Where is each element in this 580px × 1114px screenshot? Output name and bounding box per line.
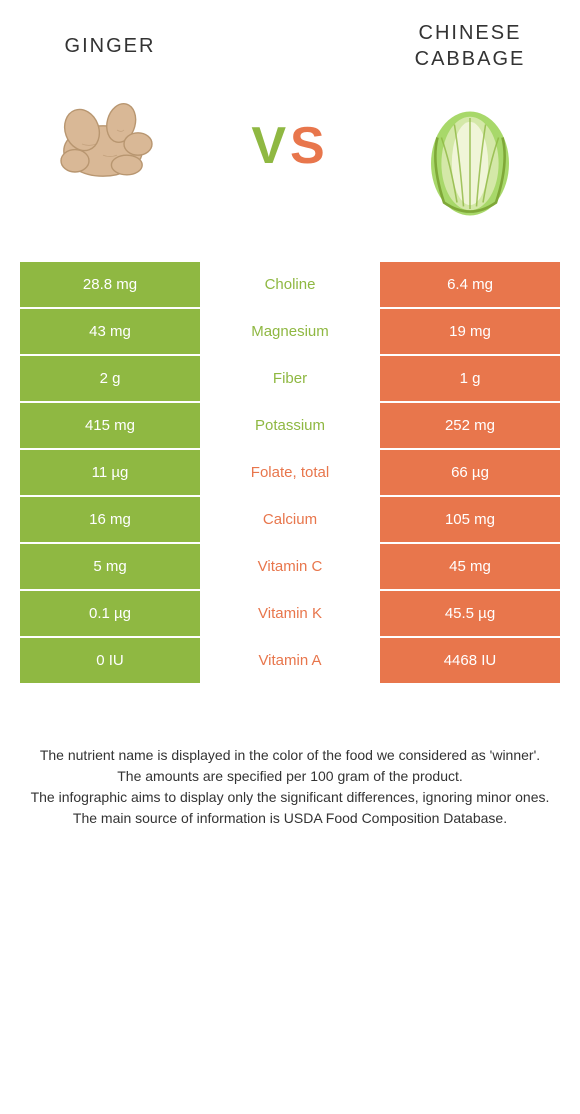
right-food-column: CHINESE CABBAGE (370, 20, 570, 232)
nutrient-row: 2 gFiber1 g (20, 356, 560, 403)
right-value-cell: 252 mg (380, 403, 560, 450)
left-value-cell: 5 mg (20, 544, 200, 591)
comparison-header: GINGER VS (0, 0, 580, 242)
left-value-cell: 2 g (20, 356, 200, 403)
left-food-title: GINGER (10, 33, 210, 59)
footer-notes: The nutrient name is displayed in the co… (0, 745, 580, 829)
nutrient-comparison-table: 28.8 mgCholine6.4 mg43 mgMagnesium19 mg2… (20, 262, 560, 685)
right-value-cell: 105 mg (380, 497, 560, 544)
ginger-image (35, 69, 185, 219)
nutrient-row: 11 µgFolate, total66 µg (20, 450, 560, 497)
nutrient-label-cell: Vitamin K (200, 591, 380, 638)
right-value-cell: 1 g (380, 356, 560, 403)
vs-s-letter: S (290, 117, 329, 175)
nutrient-label-cell: Magnesium (200, 309, 380, 356)
footer-line-3: The infographic aims to display only the… (20, 787, 560, 808)
nutrient-row: 415 mgPotassium252 mg (20, 403, 560, 450)
left-value-cell: 43 mg (20, 309, 200, 356)
nutrient-row: 0 IUVitamin A4468 IU (20, 638, 560, 685)
left-value-cell: 28.8 mg (20, 262, 200, 309)
nutrient-row: 0.1 µgVitamin K45.5 µg (20, 591, 560, 638)
left-value-cell: 0 IU (20, 638, 200, 685)
nutrient-row: 16 mgCalcium105 mg (20, 497, 560, 544)
left-value-cell: 415 mg (20, 403, 200, 450)
right-value-cell: 66 µg (380, 450, 560, 497)
nutrient-label-cell: Calcium (200, 497, 380, 544)
footer-line-1: The nutrient name is displayed in the co… (20, 745, 560, 766)
footer-line-4: The main source of information is USDA F… (20, 808, 560, 829)
left-value-cell: 0.1 µg (20, 591, 200, 638)
left-value-cell: 11 µg (20, 450, 200, 497)
nutrient-label-cell: Fiber (200, 356, 380, 403)
nutrient-row: 43 mgMagnesium19 mg (20, 309, 560, 356)
right-value-cell: 45 mg (380, 544, 560, 591)
vs-label: VS (230, 116, 350, 176)
nutrient-row: 5 mgVitamin C45 mg (20, 544, 560, 591)
left-value-cell: 16 mg (20, 497, 200, 544)
right-value-cell: 45.5 µg (380, 591, 560, 638)
nutrient-label-cell: Vitamin C (200, 544, 380, 591)
nutrient-label-cell: Vitamin A (200, 638, 380, 685)
vs-v-letter: V (251, 117, 290, 175)
nutrient-row: 28.8 mgCholine6.4 mg (20, 262, 560, 309)
footer-line-2: The amounts are specified per 100 gram o… (20, 766, 560, 787)
cabbage-image (395, 82, 545, 232)
right-value-cell: 19 mg (380, 309, 560, 356)
left-food-column: GINGER (10, 33, 210, 219)
right-value-cell: 6.4 mg (380, 262, 560, 309)
right-value-cell: 4468 IU (380, 638, 560, 685)
nutrient-label-cell: Folate, total (200, 450, 380, 497)
right-food-title: CHINESE CABBAGE (370, 20, 570, 72)
nutrient-label-cell: Potassium (200, 403, 380, 450)
nutrient-label-cell: Choline (200, 262, 380, 309)
